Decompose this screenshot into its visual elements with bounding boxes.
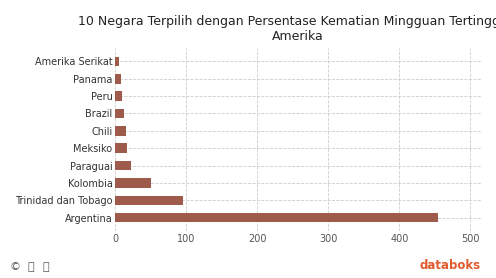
Text: ⓞ: ⓞ (42, 262, 49, 272)
Bar (115, 91, 123, 101)
Bar (115, 213, 438, 222)
Bar (115, 109, 124, 118)
Bar (115, 126, 126, 136)
Bar (115, 195, 183, 205)
Bar (115, 178, 151, 188)
Text: ⓘ: ⓘ (27, 262, 34, 272)
Bar (115, 143, 127, 153)
Title: 10 Negara Terpilih dengan Persentase Kematian Mingguan Tertinggi di
Amerika: 10 Negara Terpilih dengan Persentase Kem… (78, 15, 496, 43)
Bar (115, 74, 121, 84)
Text: ©: © (10, 262, 21, 272)
Bar (115, 57, 119, 66)
Bar (115, 161, 131, 170)
Text: databoks: databoks (420, 259, 481, 272)
